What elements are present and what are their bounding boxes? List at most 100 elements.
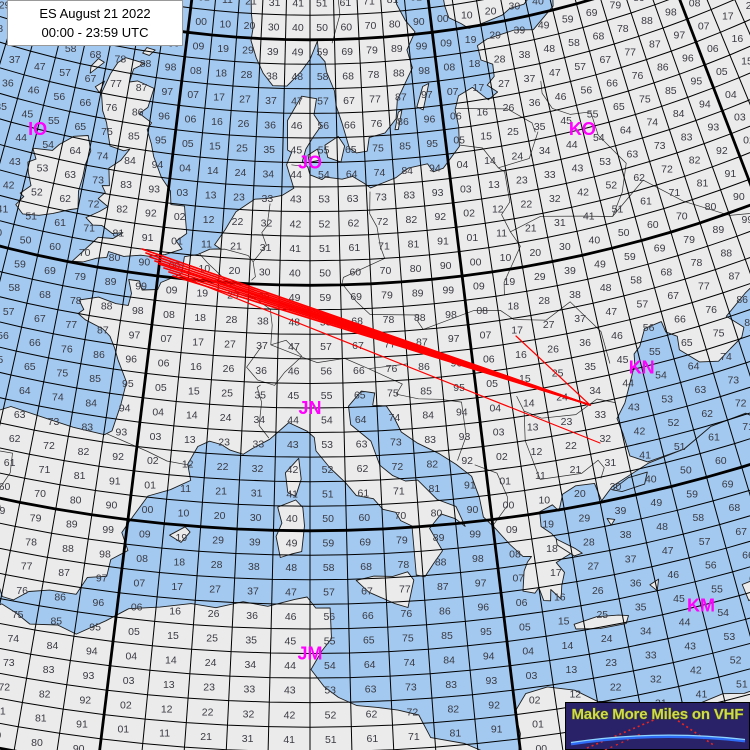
square-label: 64 bbox=[688, 361, 700, 373]
grid-parallel bbox=[0, 72, 750, 164]
square-label: 58 bbox=[630, 275, 642, 287]
square-label: 40 bbox=[532, 0, 544, 7]
logo-horizon-highlight bbox=[570, 734, 746, 744]
square-label: 68 bbox=[593, 30, 605, 42]
square-label: 63 bbox=[356, 438, 368, 450]
square-label: 56 bbox=[323, 611, 335, 623]
square-label: 25 bbox=[236, 143, 248, 155]
square-label: 51 bbox=[316, 0, 328, 9]
square-label: 47 bbox=[662, 545, 674, 557]
square-label: 06 bbox=[483, 354, 495, 366]
square-label: 09 bbox=[193, 40, 205, 52]
square-label: 71 bbox=[393, 486, 405, 498]
square-label: 76 bbox=[61, 343, 73, 355]
field-label-KO: KO bbox=[569, 119, 596, 139]
square-label: 24 bbox=[601, 633, 613, 645]
square-label: 57 bbox=[320, 341, 332, 353]
square-label: 03 bbox=[123, 675, 135, 687]
square-label: 07 bbox=[480, 329, 492, 341]
square-label: 53 bbox=[599, 156, 611, 168]
square-label: 97 bbox=[674, 30, 686, 42]
square-label: 92 bbox=[434, 211, 446, 223]
square-label: 03 bbox=[177, 187, 189, 199]
square-label: 67 bbox=[599, 54, 611, 66]
square-label: 38 bbox=[519, 49, 531, 61]
square-label: 31 bbox=[554, 217, 566, 229]
square-label: 65 bbox=[613, 101, 625, 113]
square-label: 71 bbox=[378, 241, 390, 253]
square-label: 36 bbox=[2, 78, 14, 90]
square-label: 34 bbox=[244, 659, 256, 671]
square-label: 03 bbox=[460, 183, 472, 195]
square-label: 30 bbox=[259, 267, 271, 279]
square-label: 63 bbox=[695, 384, 707, 396]
square-label: 20 bbox=[229, 265, 241, 277]
field-boundary-parallel bbox=[0, 203, 750, 287]
square-label: 79 bbox=[610, 0, 622, 12]
square-label: 65 bbox=[681, 337, 693, 349]
grid-parallel bbox=[0, 591, 750, 655]
square-label: 44 bbox=[679, 617, 691, 629]
square-label: 90 bbox=[139, 256, 151, 268]
square-label: 80 bbox=[70, 494, 82, 506]
square-label: 27 bbox=[239, 94, 251, 106]
square-label: 46 bbox=[611, 330, 623, 342]
square-label: 73 bbox=[727, 374, 739, 386]
land-mallorca bbox=[169, 526, 191, 543]
square-label: 93 bbox=[148, 183, 160, 195]
land-corsica bbox=[284, 457, 302, 497]
sea-sea-of-marmara bbox=[611, 471, 648, 493]
square-label: 94 bbox=[429, 162, 441, 174]
square-label: 94 bbox=[456, 406, 468, 418]
square-label: 28 bbox=[241, 69, 253, 81]
square-label: 42 bbox=[3, 180, 15, 192]
square-label: 05 bbox=[182, 138, 194, 150]
square-label: 94 bbox=[119, 402, 131, 414]
square-label: 01 bbox=[434, 0, 446, 1]
square-label: 05 bbox=[519, 621, 531, 633]
square-label: 35 bbox=[245, 635, 257, 647]
square-label: 45 bbox=[22, 108, 34, 120]
square-label: 99 bbox=[742, 214, 750, 226]
square-label: 46 bbox=[285, 611, 297, 623]
square-label: 26 bbox=[208, 608, 220, 620]
square-label: 28 bbox=[226, 314, 238, 326]
square-label: 36 bbox=[264, 119, 276, 131]
square-label: 49 bbox=[651, 497, 663, 509]
square-label: 18 bbox=[173, 557, 185, 569]
square-label: 70 bbox=[365, 20, 377, 32]
square-label: 60 bbox=[358, 512, 370, 524]
square-label: 52 bbox=[319, 218, 331, 230]
land-lesbos bbox=[606, 518, 616, 526]
square-label: 47 bbox=[549, 67, 561, 79]
square-label: 16 bbox=[190, 361, 202, 373]
square-label: 90 bbox=[413, 16, 425, 28]
square-label: 91 bbox=[142, 232, 154, 244]
square-label: 78 bbox=[25, 537, 37, 549]
square-label: 66 bbox=[29, 337, 41, 349]
square-label: 74 bbox=[720, 351, 732, 363]
square-label: 77 bbox=[369, 94, 381, 106]
square-label: 05 bbox=[128, 626, 140, 638]
square-label: 86 bbox=[397, 116, 409, 128]
square-label: 52 bbox=[31, 187, 43, 199]
square-label: 19 bbox=[217, 43, 229, 55]
square-label: 84 bbox=[673, 108, 685, 120]
square-label: 51 bbox=[322, 488, 334, 500]
square-label: 96 bbox=[158, 110, 170, 122]
square-label: 98 bbox=[472, 553, 484, 565]
square-label: 51 bbox=[736, 678, 748, 690]
square-label: 79 bbox=[30, 512, 42, 524]
square-label: 08 bbox=[476, 305, 488, 317]
square-label: 70 bbox=[676, 210, 688, 222]
square-label: 86 bbox=[93, 349, 105, 361]
square-label: 24 bbox=[512, 150, 524, 162]
square-label: 65 bbox=[363, 635, 375, 647]
square-label: 36 bbox=[529, 97, 541, 109]
square-label: 86 bbox=[132, 107, 144, 119]
square-label: 27 bbox=[746, 0, 750, 12]
square-label: 93 bbox=[83, 670, 95, 682]
square-label: 72 bbox=[0, 681, 10, 693]
square-label: 61 bbox=[358, 487, 370, 499]
land-gotland bbox=[416, 82, 430, 111]
